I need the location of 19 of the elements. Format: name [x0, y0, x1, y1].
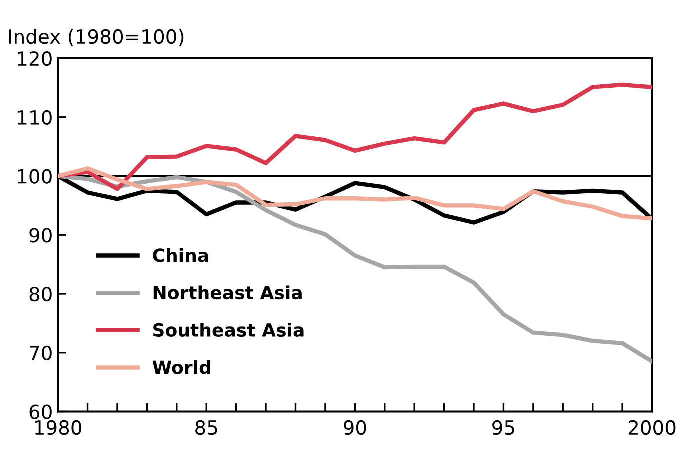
- x-tick-label: 95: [492, 420, 514, 436]
- y-tick-label: 80: [30, 286, 52, 302]
- y-tick-label: 70: [30, 346, 52, 361]
- y-tick-label: 60: [30, 404, 52, 420]
- legend-label: China: [153, 248, 208, 262]
- x-tick-label: 1980: [35, 420, 82, 436]
- x-tick-label: 90: [344, 420, 366, 436]
- line-series: [58, 166, 652, 221]
- line-series: [58, 82, 652, 192]
- x-tick-label: 85: [196, 420, 218, 436]
- y-tick-label: 110: [18, 110, 52, 126]
- y-tick-label: 90: [30, 228, 52, 243]
- y-tick-label: 100: [18, 169, 52, 184]
- legend-label: Northeast Asia: [154, 286, 302, 300]
- x-tick-label: 2000: [628, 420, 676, 436]
- legend-label: World: [152, 360, 210, 374]
- y-tick-label: 120: [18, 51, 52, 66]
- y-axis-title: Index (1980=100): [9, 29, 184, 46]
- legend-label: Southeast Asia: [154, 323, 304, 338]
